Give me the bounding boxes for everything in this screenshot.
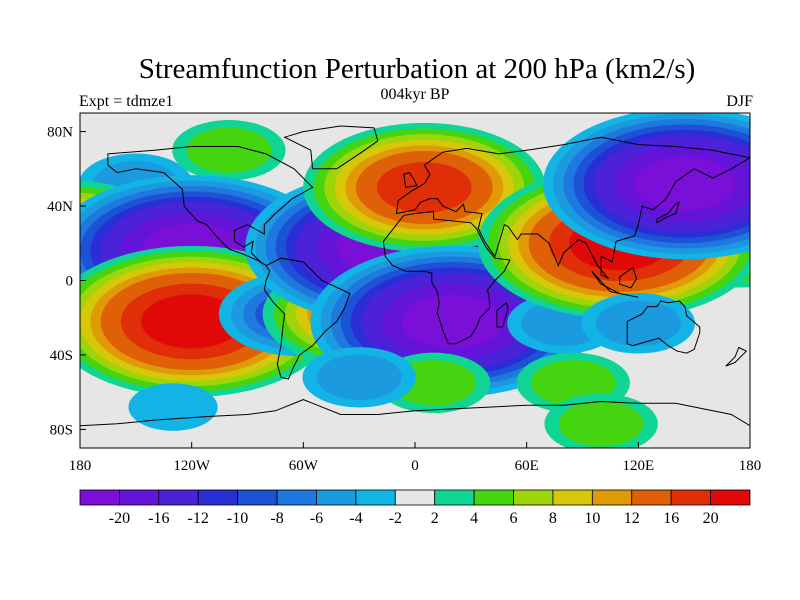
coastline-layer xyxy=(80,125,750,427)
colorbar-label: -16 xyxy=(148,510,169,527)
period-label: 004kyr BP xyxy=(380,86,450,103)
colorbar-swatch xyxy=(710,489,751,506)
colorbar-swatch xyxy=(552,489,593,506)
colorbar-swatch xyxy=(79,489,120,506)
colorbar-swatch xyxy=(670,489,711,506)
contour-level-17-0 xyxy=(128,383,218,431)
colorbar-swatch xyxy=(434,489,475,506)
coastline-antarctica xyxy=(80,399,750,427)
x-tick-label: 180 xyxy=(69,458,92,474)
colorbar-label: -8 xyxy=(270,510,283,527)
colorbar-swatch xyxy=(158,489,199,506)
contour-level-2-1 xyxy=(186,127,272,173)
colorbar-label: 20 xyxy=(703,510,719,527)
contour-level-13-1 xyxy=(595,300,681,347)
experiment-label: Expt = tdmze1 xyxy=(79,93,174,110)
colorbar-swatch xyxy=(513,489,554,506)
colorbar-label: 4 xyxy=(470,510,478,527)
colorbar-swatch xyxy=(591,489,633,506)
colorbar-swatch xyxy=(276,489,317,506)
colorbar-label: -2 xyxy=(389,510,402,527)
colorbar-label: -10 xyxy=(227,510,248,527)
coastline-indonesia xyxy=(591,270,639,298)
colorbar-swatch xyxy=(237,489,278,506)
coastline-australia xyxy=(626,300,701,354)
colorbar-label: 12 xyxy=(624,510,640,527)
colorbar-swatch xyxy=(473,489,514,506)
coastline-madagascar xyxy=(496,301,509,328)
colorbar-label: 8 xyxy=(549,510,557,527)
coastline-greenland xyxy=(283,125,379,170)
colorbar-label: 6 xyxy=(510,510,518,527)
contour-blob-north-pacific-siberia-low xyxy=(543,113,750,260)
x-tick-label: 60W xyxy=(289,458,319,474)
x-tick-label: 180 xyxy=(739,458,762,474)
x-tick-label: 120W xyxy=(173,458,211,474)
colorbar-swatch xyxy=(355,489,396,506)
contour-blob-arctic-canada-high xyxy=(172,120,286,181)
contour-level-8-6 xyxy=(376,162,472,213)
colorbar-swatch xyxy=(631,489,672,506)
y-tick-label: 40N xyxy=(47,199,73,215)
y-tick-label: 0 xyxy=(66,274,74,290)
contour-level-4-7 xyxy=(141,294,243,349)
x-tick-label: 0 xyxy=(411,458,419,474)
colorbar-label: 16 xyxy=(663,510,679,527)
y-tick-label: 40S xyxy=(50,348,73,364)
chart-title: Streamfunction Perturbation at 200 hPa (… xyxy=(138,53,696,85)
contour-blob-southern-ocean-low-1 xyxy=(302,347,416,408)
axis-layer: 80N 40N 0 40S 80S 180 120W 60W 0 60E 120E 180 xyxy=(47,125,761,474)
contour-field xyxy=(80,113,750,448)
coastline-eurasia xyxy=(395,136,750,280)
coastline-borneo-newguinea xyxy=(619,266,638,289)
season-label: DJF xyxy=(726,93,753,110)
coastline-africa xyxy=(382,211,511,345)
colorbar-swatch xyxy=(119,489,160,506)
contour-blob-europe-high xyxy=(303,122,546,253)
coastline-japan xyxy=(656,201,681,224)
coastline-north-america xyxy=(107,146,314,267)
contour-blob-antarctic-high xyxy=(544,393,658,448)
colorbar-label: 10 xyxy=(584,510,600,527)
contour-level-12-7 xyxy=(634,156,736,211)
colorbar-label: -6 xyxy=(310,510,323,527)
x-tick-label: 60E xyxy=(515,458,539,474)
colorbar-label: -4 xyxy=(349,510,362,527)
x-tick-label: 120E xyxy=(622,458,654,474)
colorbar-swatch xyxy=(316,489,357,506)
contour-blob-southern-ocean-low-2 xyxy=(128,383,218,431)
colorbar-label: 2 xyxy=(431,510,439,527)
contour-level-9-7 xyxy=(401,294,503,349)
contour-blob-australia-low xyxy=(581,293,696,354)
colorbar-swatch xyxy=(394,489,436,506)
colorbar: -20 -16 -12 -10 -8 -6 -4 -2 2 4 6 8 10 12 16 20 xyxy=(79,489,751,527)
colorbar-label: -12 xyxy=(188,510,209,527)
coastline-uk xyxy=(403,172,418,188)
y-tick-label: 80S xyxy=(50,422,73,438)
contour-level-16-1 xyxy=(316,354,402,400)
colorbar-swatch xyxy=(197,489,239,506)
y-tick-label: 80N xyxy=(47,125,73,141)
contour-level-18-1 xyxy=(558,401,644,447)
coastline-new-zealand xyxy=(725,346,748,367)
colorbar-label: -20 xyxy=(109,510,130,527)
coastline-south-america xyxy=(263,257,351,380)
